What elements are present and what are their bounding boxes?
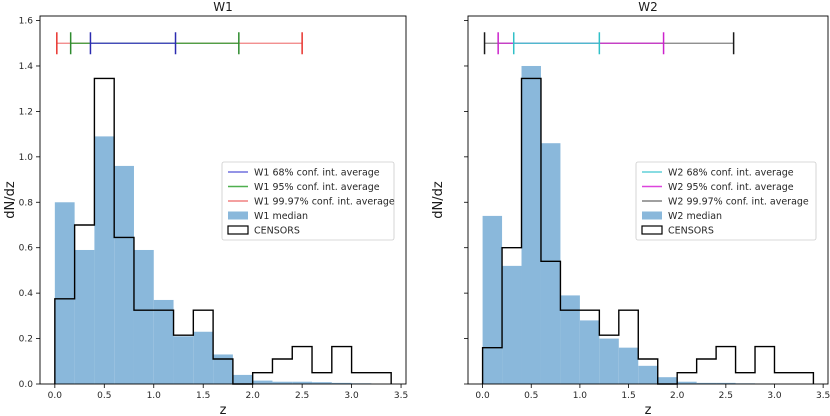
y-tick-label: 0.0 bbox=[19, 380, 34, 390]
x-tick-label: 0.0 bbox=[475, 391, 490, 401]
median-bar bbox=[696, 382, 717, 384]
median-bar bbox=[312, 382, 332, 384]
median-bar bbox=[74, 249, 95, 384]
median-bar bbox=[599, 338, 619, 384]
y-tick-label: 0.6 bbox=[19, 244, 34, 254]
median-bar bbox=[482, 215, 503, 384]
y-tick-label: 0.8 bbox=[19, 198, 34, 208]
median-histogram bbox=[54, 136, 372, 384]
censors-step-line bbox=[481, 77, 815, 385]
median-bar bbox=[114, 165, 134, 384]
legend-label: W2 95% conf. int. average bbox=[668, 182, 794, 193]
x-tick-label: 3.5 bbox=[394, 391, 408, 401]
x-axis-label: z bbox=[220, 403, 227, 416]
panel-title: W2 bbox=[638, 0, 658, 14]
median-bar bbox=[94, 136, 115, 384]
median-bar bbox=[252, 380, 273, 384]
x-tick-label: 1.0 bbox=[573, 391, 588, 401]
x-tick-label: 2.0 bbox=[670, 391, 685, 401]
x-tick-label: 0.5 bbox=[97, 391, 111, 401]
panel-title: W1 bbox=[213, 0, 233, 14]
censors-step-line bbox=[54, 77, 392, 385]
legend-patch-handle bbox=[228, 211, 248, 220]
y-tick-label: 1.6 bbox=[19, 17, 34, 27]
axes-frame bbox=[39, 15, 407, 385]
median-bar bbox=[677, 381, 697, 384]
legend: W1 68% conf. int. average W1 95% conf. in… bbox=[221, 161, 395, 241]
median-bar bbox=[232, 374, 253, 384]
median-bar bbox=[331, 382, 352, 384]
legend-label: W1 median bbox=[254, 211, 308, 222]
legend-label: W2 median bbox=[668, 211, 722, 222]
panel-w1: 0.0 0.5 1.0 1.5 2.0 2.5 3.0 3.5 0.0 0.2 0.4 0.6 0.8 1… bbox=[3, 0, 408, 416]
x-tick-label: 2.5 bbox=[295, 391, 309, 401]
median-bar bbox=[657, 377, 678, 384]
x-tick-label: 3.0 bbox=[344, 391, 359, 401]
median-bar bbox=[292, 381, 313, 384]
legend-box bbox=[221, 161, 395, 241]
median-histogram bbox=[482, 65, 775, 384]
x-axis-label: z bbox=[645, 403, 652, 416]
x-tick-label: 2.0 bbox=[246, 391, 261, 401]
panel-w2: 0.0 0.5 1.0 1.5 2.0 2.5 3.0 3.5 W2 z dN/dz W2 68% c… bbox=[431, 0, 830, 416]
legend-label: W1 95% conf. int. average bbox=[254, 182, 380, 193]
x-tick-label: 1.5 bbox=[621, 391, 635, 401]
median-bar bbox=[521, 65, 541, 384]
legend-label: W1 99.97% conf. int. average bbox=[254, 197, 395, 208]
median-bar bbox=[133, 249, 154, 384]
median-bar bbox=[579, 320, 600, 384]
x-tick-label: 0.5 bbox=[524, 391, 538, 401]
median-bar bbox=[540, 143, 561, 384]
median-bar bbox=[272, 381, 293, 384]
y-tick-label: 1.0 bbox=[19, 153, 34, 163]
median-bar bbox=[193, 331, 214, 384]
legend-label: W2 99.97% conf. int. average bbox=[668, 197, 809, 208]
median-bar bbox=[560, 295, 580, 384]
x-tick-label: 1.0 bbox=[147, 391, 162, 401]
median-bar bbox=[716, 382, 736, 384]
x-tick-label: 1.5 bbox=[196, 391, 210, 401]
median-bar bbox=[502, 265, 522, 384]
x-tick-label: 3.0 bbox=[767, 391, 782, 401]
legend-label: CENSORS bbox=[668, 226, 714, 237]
y-tick-label: 0.2 bbox=[19, 335, 33, 345]
y-tick-label: 0.4 bbox=[19, 289, 34, 299]
y-tick-label: 1.4 bbox=[19, 62, 34, 72]
y-tick-label: 1.2 bbox=[19, 107, 33, 117]
axes-frame bbox=[467, 15, 829, 385]
x-tick-label: 0.0 bbox=[48, 391, 63, 401]
y-axis-label: dN/dz bbox=[431, 181, 446, 219]
legend-label: W2 68% conf. int. average bbox=[668, 168, 794, 179]
legend: W2 68% conf. int. average W2 95% conf. in… bbox=[635, 161, 817, 241]
legend-label: CENSORS bbox=[254, 226, 300, 237]
median-bar bbox=[638, 365, 658, 384]
median-bar bbox=[173, 336, 194, 384]
median-bar bbox=[213, 354, 233, 384]
x-tick-label: 2.5 bbox=[719, 391, 733, 401]
legend-outline-handle bbox=[227, 225, 249, 235]
legend-box bbox=[635, 161, 817, 241]
legend-patch-handle bbox=[642, 211, 662, 220]
legend-outline-handle bbox=[641, 225, 663, 235]
y-axis-label: dN/dz bbox=[3, 181, 18, 219]
median-bar bbox=[54, 202, 75, 384]
median-bar bbox=[153, 299, 174, 384]
legend-label: W1 68% conf. int. average bbox=[254, 168, 380, 179]
median-bar bbox=[618, 347, 639, 384]
x-tick-label: 3.5 bbox=[816, 391, 830, 401]
